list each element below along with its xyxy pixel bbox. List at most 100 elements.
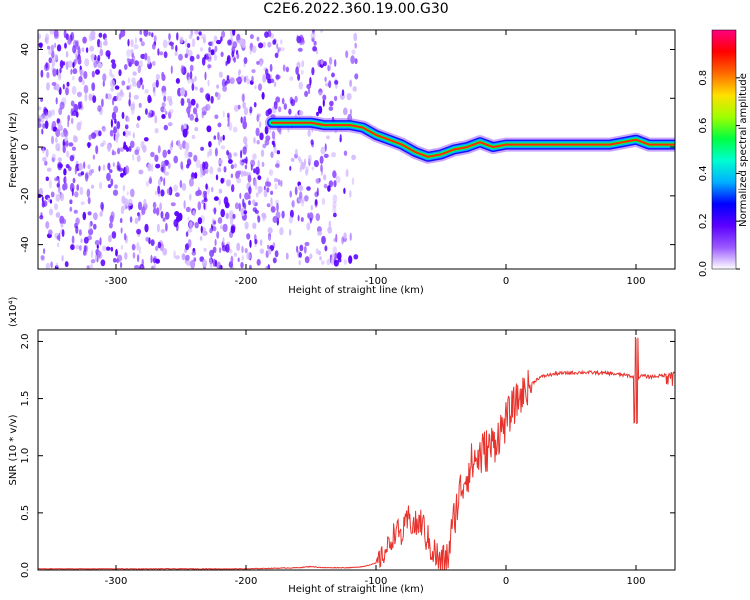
noise-speckle (134, 217, 139, 224)
noise-speckle (213, 135, 217, 140)
noise-speckle (260, 149, 265, 157)
noise-speckle (125, 147, 130, 152)
x-tick-label: -300 (105, 576, 128, 587)
snr-plot-area (38, 336, 675, 570)
noise-speckle (240, 149, 243, 159)
noise-speckle (108, 222, 113, 229)
noise-speckle (179, 36, 184, 44)
y-tick-label: 2.0 (20, 333, 31, 349)
noise-speckle (191, 134, 196, 140)
noise-speckle (173, 155, 178, 164)
noise-speckle (225, 60, 228, 67)
noise-speckle (267, 108, 272, 115)
noise-speckle (70, 244, 75, 251)
noise-speckle (71, 146, 76, 151)
noise-speckle (86, 188, 91, 198)
noise-speckle (252, 199, 256, 205)
noise-speckle (263, 189, 268, 198)
noise-speckle (187, 76, 191, 84)
noise-speckle (249, 48, 252, 55)
noise-speckle (199, 163, 203, 173)
noise-speckle (191, 38, 196, 48)
noise-speckle (297, 47, 303, 52)
noise-speckle (39, 43, 43, 49)
noise-speckle (93, 60, 98, 68)
noise-speckle (56, 83, 60, 92)
noise-speckle (250, 164, 253, 171)
noise-speckle (49, 199, 53, 204)
noise-speckle (130, 58, 134, 65)
noise-speckle (251, 75, 254, 82)
noise-speckle (71, 85, 77, 95)
noise-speckle (163, 171, 170, 176)
noise-speckle (114, 184, 118, 189)
noise-speckle (38, 122, 42, 128)
noise-speckle (65, 164, 70, 169)
noise-speckle (304, 241, 310, 247)
noise-speckle (207, 151, 210, 158)
noise-speckle (263, 185, 266, 191)
noise-speckle (46, 82, 50, 91)
noise-speckle (150, 151, 155, 158)
noise-speckle (88, 93, 93, 102)
noise-speckle (295, 66, 299, 75)
noise-speckle (298, 81, 304, 90)
noise-speckle (249, 106, 253, 114)
noise-speckle (42, 156, 47, 162)
noise-speckle (169, 41, 174, 46)
noise-speckle (163, 51, 168, 59)
noise-speckle (304, 90, 309, 97)
noise-speckle (324, 245, 328, 252)
noise-speckle (298, 252, 302, 258)
noise-speckle (41, 128, 44, 135)
noise-speckle (243, 136, 248, 145)
noise-speckle (153, 35, 157, 43)
noise-speckle (42, 200, 48, 207)
noise-speckle (201, 110, 205, 119)
noise-speckle (334, 252, 338, 260)
noise-speckle (240, 161, 245, 167)
noise-speckle (265, 265, 270, 269)
noise-speckle (148, 177, 152, 184)
noise-speckle (102, 73, 107, 82)
noise-speckle (270, 78, 274, 84)
noise-speckle (130, 188, 135, 198)
noise-speckle (124, 165, 130, 175)
noise-speckle (72, 68, 78, 75)
noise-speckle (120, 172, 124, 178)
noise-speckle (296, 245, 299, 253)
noise-speckle (126, 191, 129, 196)
noise-speckle (150, 163, 154, 172)
noise-speckle (267, 41, 272, 48)
noise-speckle (156, 207, 160, 216)
noise-speckle (75, 244, 80, 250)
noise-speckle (185, 254, 190, 261)
noise-speckle (178, 53, 183, 61)
noise-speckle (110, 246, 114, 252)
noise-speckle (214, 238, 217, 247)
noise-speckle (97, 105, 102, 112)
noise-speckle (90, 34, 96, 41)
noise-speckle (218, 71, 223, 78)
noise-speckle (126, 57, 130, 62)
noise-speckle (127, 117, 130, 122)
noise-speckle (51, 109, 55, 116)
noise-speckle (232, 30, 236, 36)
noise-speckle (244, 248, 248, 254)
noise-speckle (276, 150, 281, 155)
noise-speckle (268, 169, 274, 176)
noise-speckle (317, 231, 323, 236)
noise-speckle (354, 58, 358, 65)
noise-speckle (331, 72, 335, 78)
noise-speckle (123, 141, 127, 149)
noise-speckle (277, 179, 281, 186)
noise-speckle (237, 39, 242, 44)
noise-speckle (130, 49, 134, 54)
noise-speckle (296, 35, 302, 44)
noise-speckle (64, 261, 69, 268)
noise-speckle (116, 95, 119, 101)
noise-speckle (92, 154, 96, 160)
x-tick-label: -100 (365, 576, 388, 587)
noise-speckle (82, 211, 87, 221)
noise-speckle (76, 122, 82, 131)
